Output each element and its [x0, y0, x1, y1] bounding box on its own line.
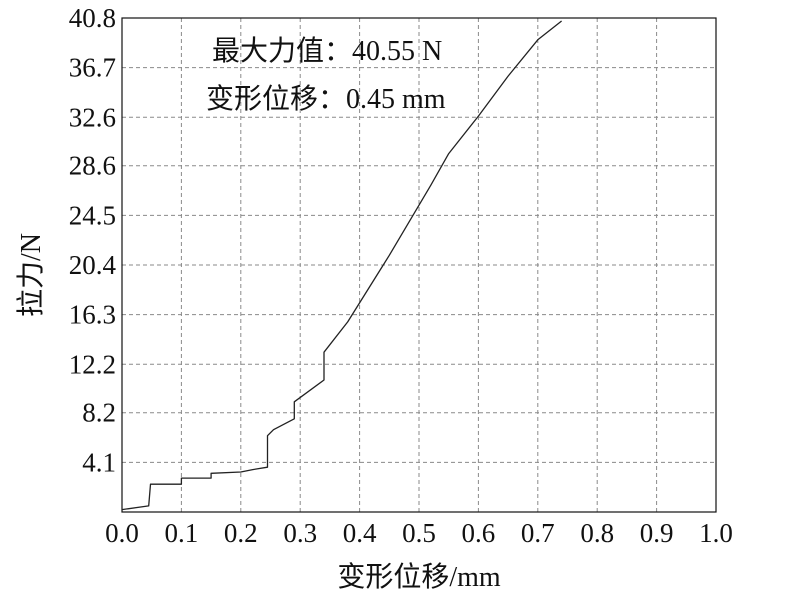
x-tick-label: 1.0 [699, 518, 733, 548]
plot-frame [121, 17, 717, 513]
y-tick-labels: 4.1 8.2 12.2 16.3 20.4 24.5 28.6 32.6 36.7 40.8 [69, 3, 117, 477]
force-curve [121, 20, 563, 511]
y-tick-label: 40.8 [69, 3, 116, 33]
x-tick-label: 0.7 [521, 518, 555, 548]
x-tick-label: 0.3 [283, 518, 317, 548]
y-tick-label: 12.2 [69, 349, 116, 379]
x-axis-title: 变形位移/mm [337, 561, 501, 593]
displacement-annotation: 变形位移：0.45 mm [206, 83, 446, 115]
y-tick-label: 28.6 [69, 151, 116, 181]
x-tick-label: 0.4 [343, 518, 377, 548]
y-tick-label: 36.7 [69, 53, 116, 83]
y-tick-label: 24.5 [69, 200, 116, 230]
y-tick-label: 16.3 [69, 300, 116, 330]
x-tick-label: 0.9 [640, 518, 674, 548]
x-tick-labels: 0.0 0.1 0.2 0.3 0.4 0.5 0.6 0.7 0.8 0.9 1.0 [105, 518, 733, 548]
x-tick-label: 0.6 [462, 518, 496, 548]
y-tick-label: 32.6 [69, 102, 116, 132]
y-tick-label: 20.4 [69, 250, 117, 280]
x-tick-label: 0.0 [105, 518, 139, 548]
x-tick-label: 0.2 [224, 518, 258, 548]
y-tick-label: 4.1 [82, 447, 116, 477]
max-force-annotation: 最大力值：40.55 N [212, 35, 442, 67]
y-tick-label: 8.2 [82, 398, 116, 428]
x-tick-label: 0.1 [165, 518, 199, 548]
grid-lines [122, 18, 716, 512]
x-tick-label: 0.5 [402, 518, 436, 548]
y-axis-title: 拉力/N [15, 233, 47, 317]
x-tick-label: 0.8 [580, 518, 614, 548]
